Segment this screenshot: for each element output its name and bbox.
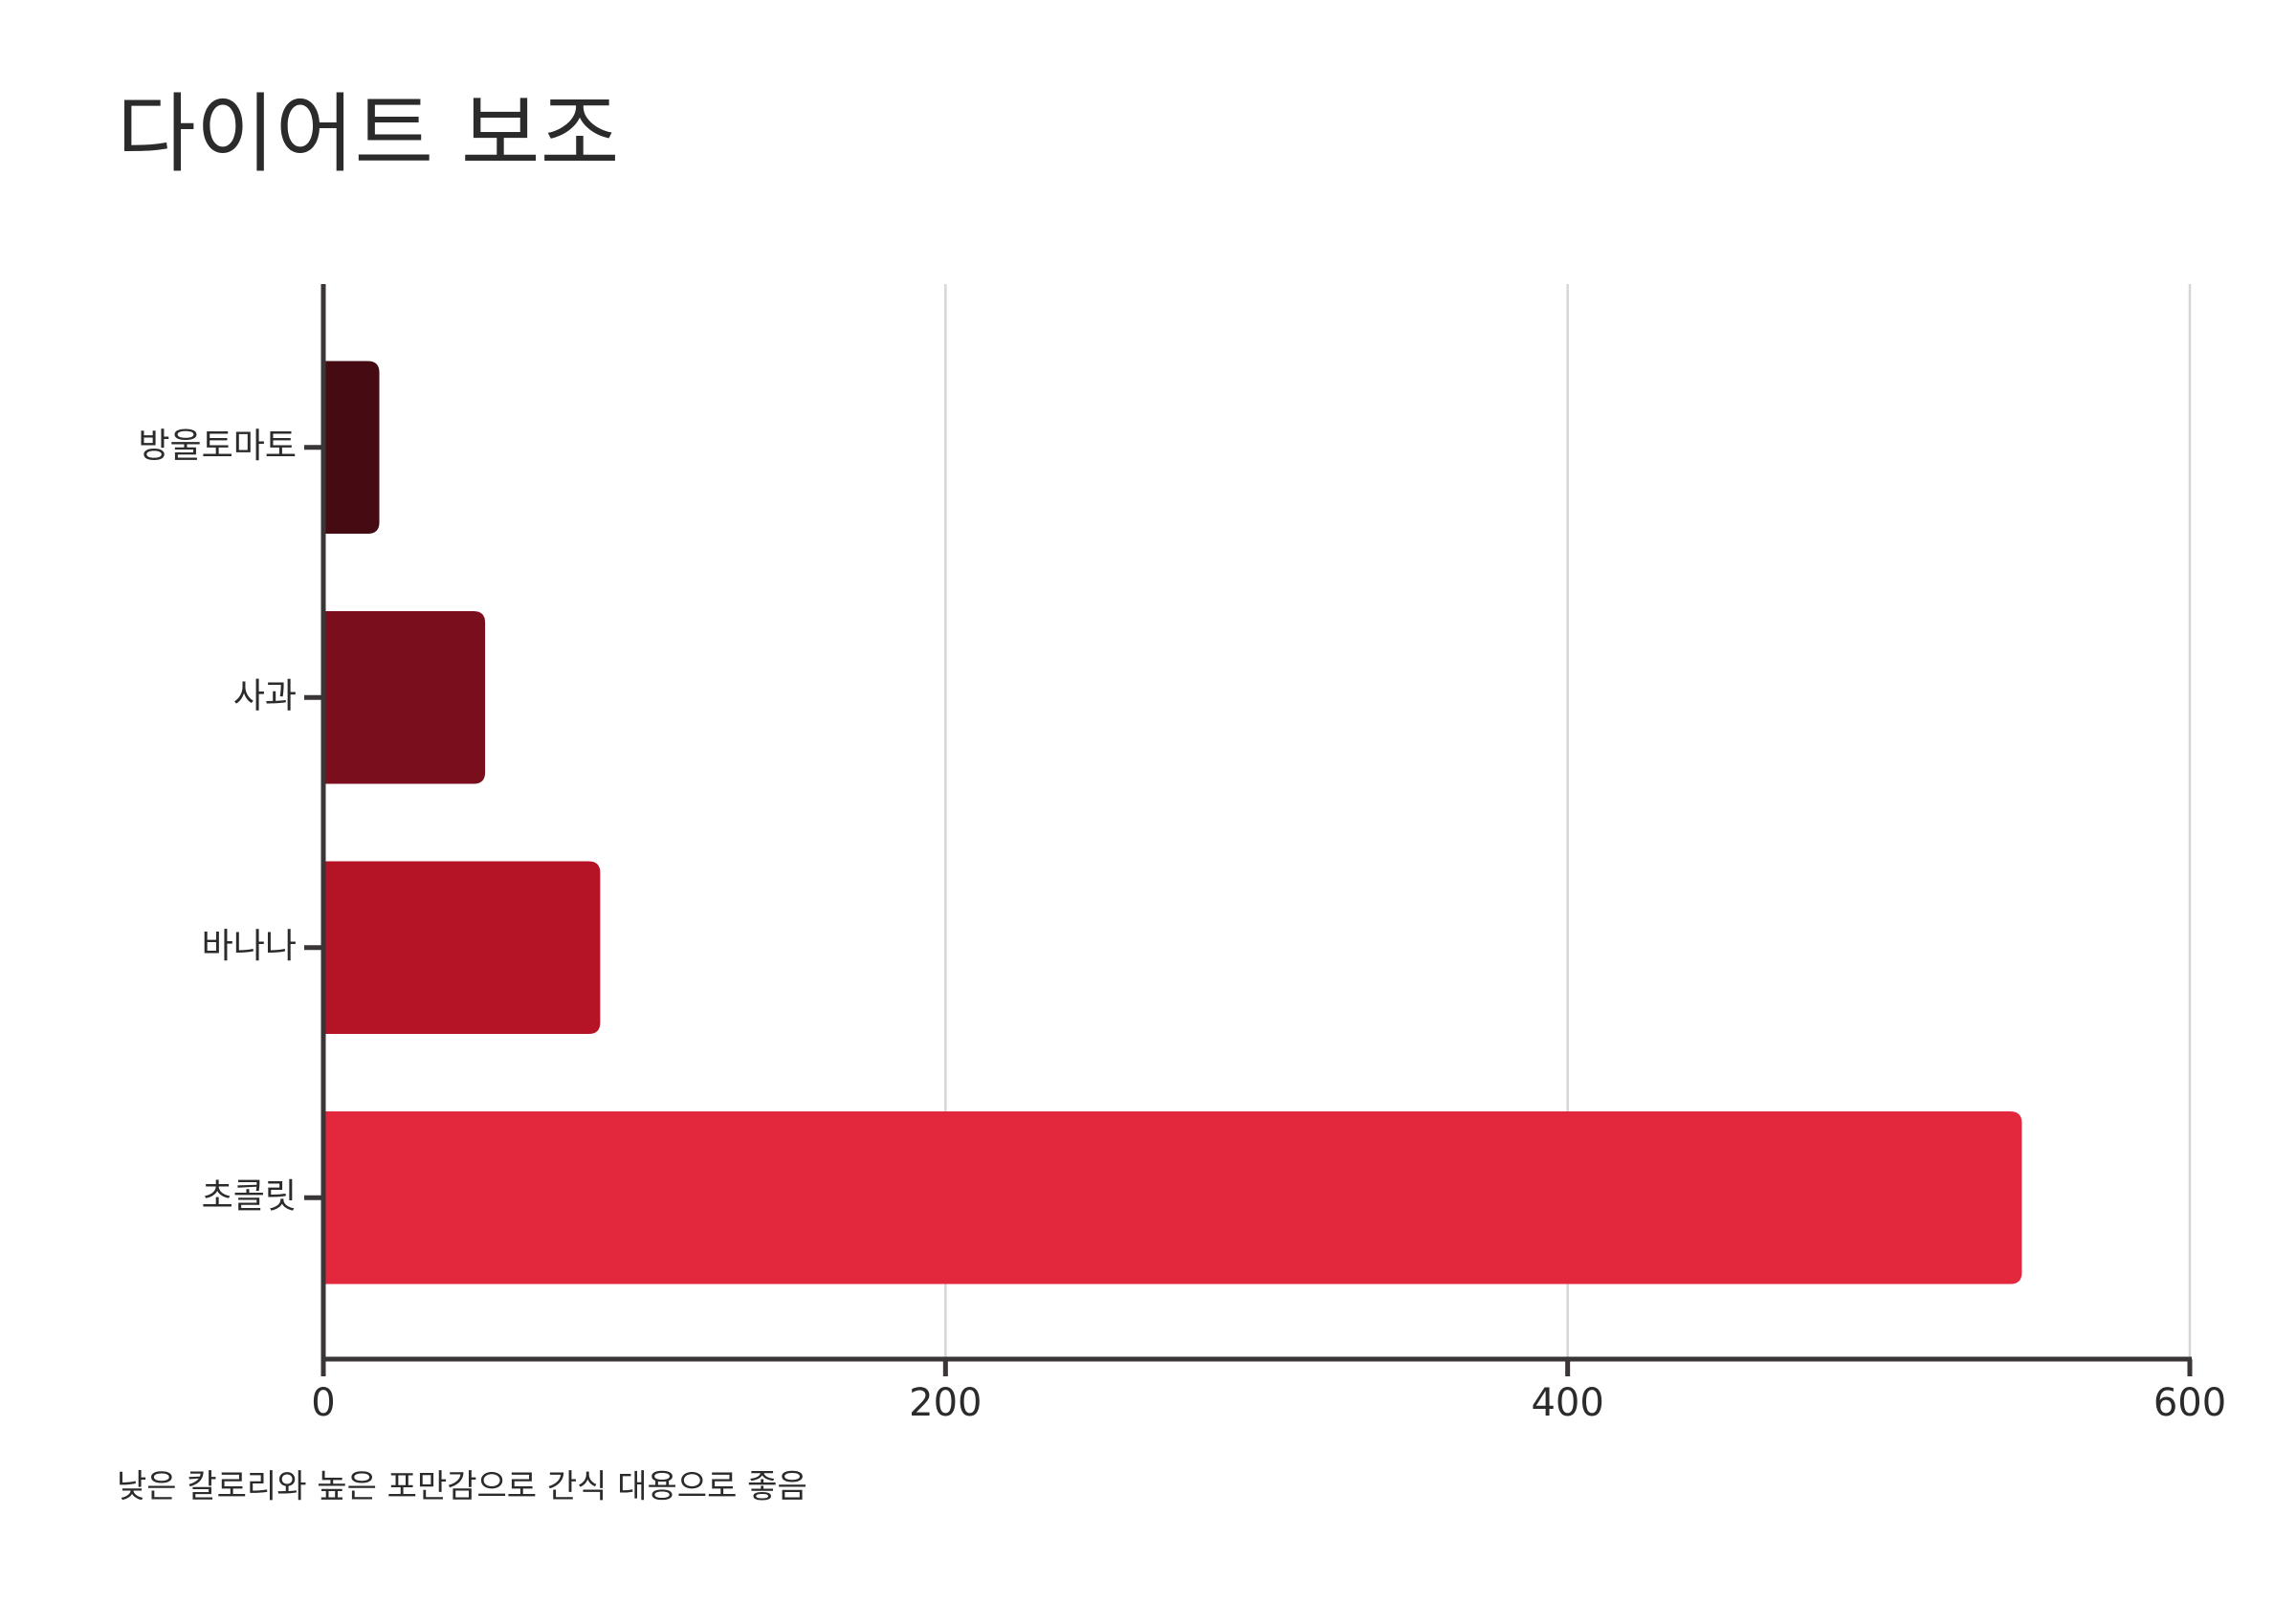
bar <box>323 361 380 534</box>
y-tick-label: 초콜릿 <box>202 1176 297 1216</box>
bar <box>323 611 486 784</box>
chart-title: 다이어트 보조 <box>117 84 619 185</box>
y-tick-label: 방울토마토 <box>138 427 297 466</box>
bar <box>323 861 601 1034</box>
chart-note: 낮은 칼로리와 높은 포만감으로 간식 대용으로 좋음 <box>117 1468 807 1506</box>
y-tick-label: 사과 <box>233 676 297 715</box>
x-tick-label: 400 <box>1531 1381 1603 1425</box>
bar <box>323 1111 2022 1285</box>
x-tick-label: 200 <box>909 1381 982 1425</box>
y-tick-label: 바나나 <box>202 927 297 966</box>
x-tick-label: 600 <box>2153 1381 2226 1425</box>
x-tick-label: 0 <box>311 1381 335 1425</box>
